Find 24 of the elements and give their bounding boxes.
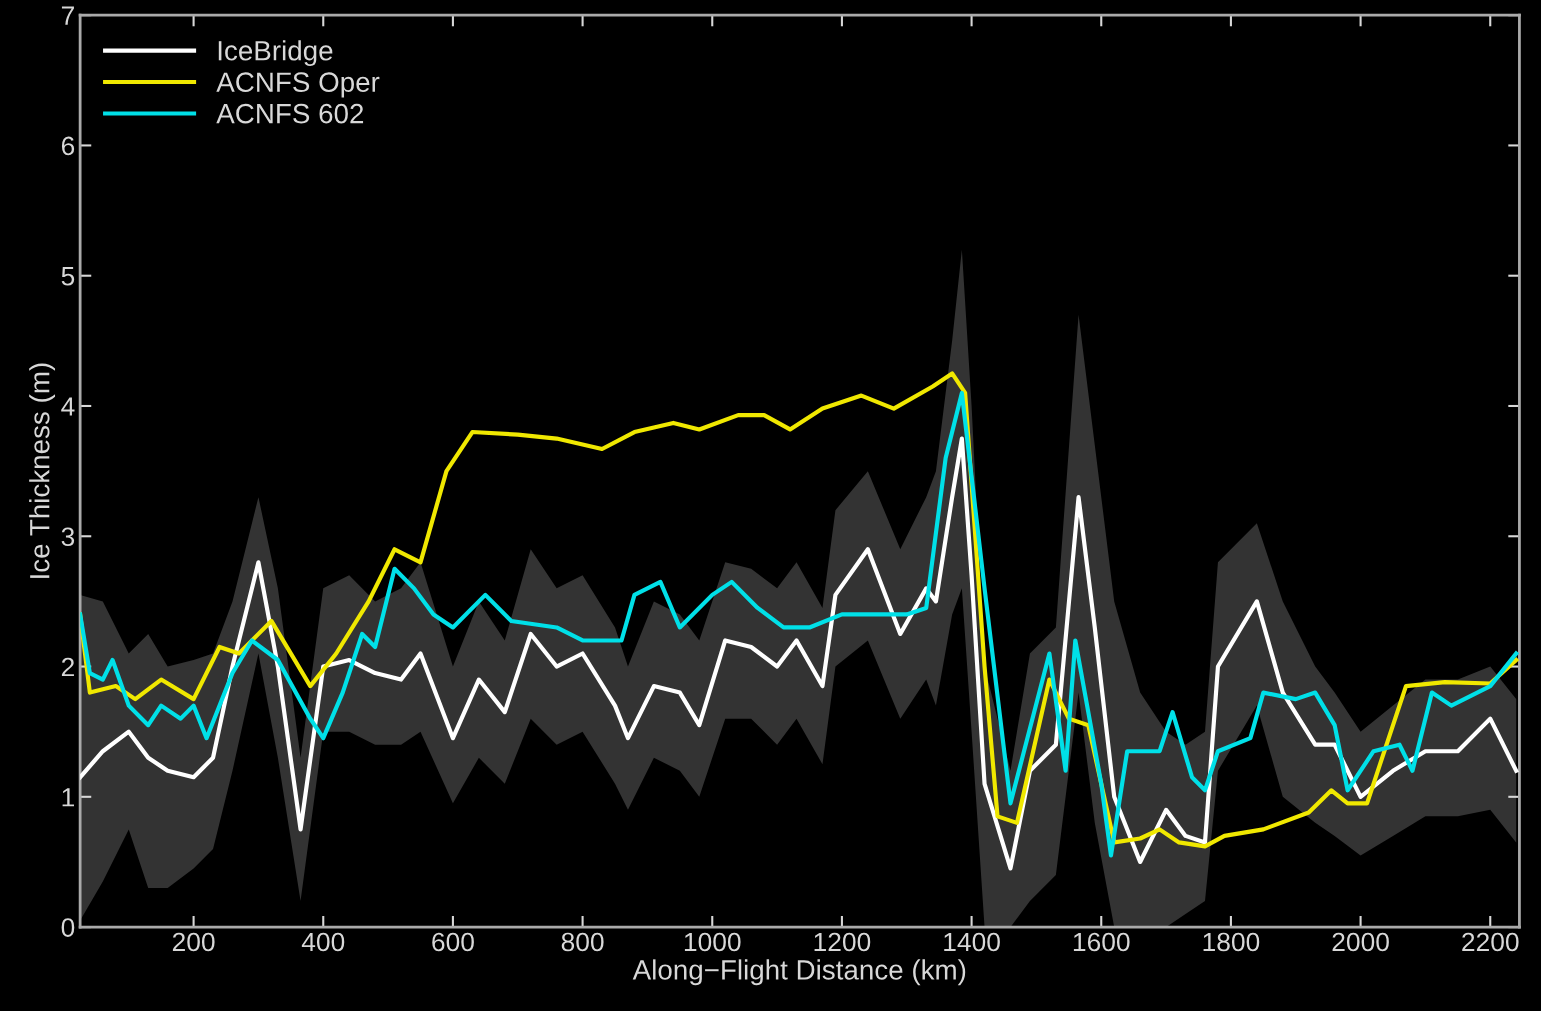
y-tick-label: 4 [61,397,75,416]
y-tick-label: 6 [61,136,75,156]
legend-label: ACNFS Oper [216,72,380,98]
x-tick-label: 1600 [1073,932,1130,952]
y-tick-label: 3 [61,527,75,547]
legend-label: IceBridge [218,40,333,67]
x-axis-title: Along−Flight Distance (km) [632,959,966,986]
x-tick-label: 1400 [944,932,1000,952]
x-tick-label: 600 [432,932,474,952]
y-tick-label: 5 [61,267,75,286]
x-tick-label: 2000 [1332,932,1389,952]
x-tick-label: 800 [561,932,604,952]
x-tick-label: 200 [172,932,215,952]
legend-label: ACNFS 602 [216,103,364,124]
x-tick-label: 1800 [1203,932,1260,952]
y-axis-title: Ice Thickness (m) [29,363,56,578]
x-tick-label: 1000 [684,932,741,952]
y-tick-label: 1 [62,788,74,807]
y-tick-label: 0 [61,918,75,937]
x-tick-label: 2200 [1462,932,1519,952]
x-tick-label: 400 [301,932,345,952]
y-tick-label: 7 [61,6,74,25]
y-tick-label: 2 [61,657,74,677]
x-tick-label: 1200 [814,932,871,952]
